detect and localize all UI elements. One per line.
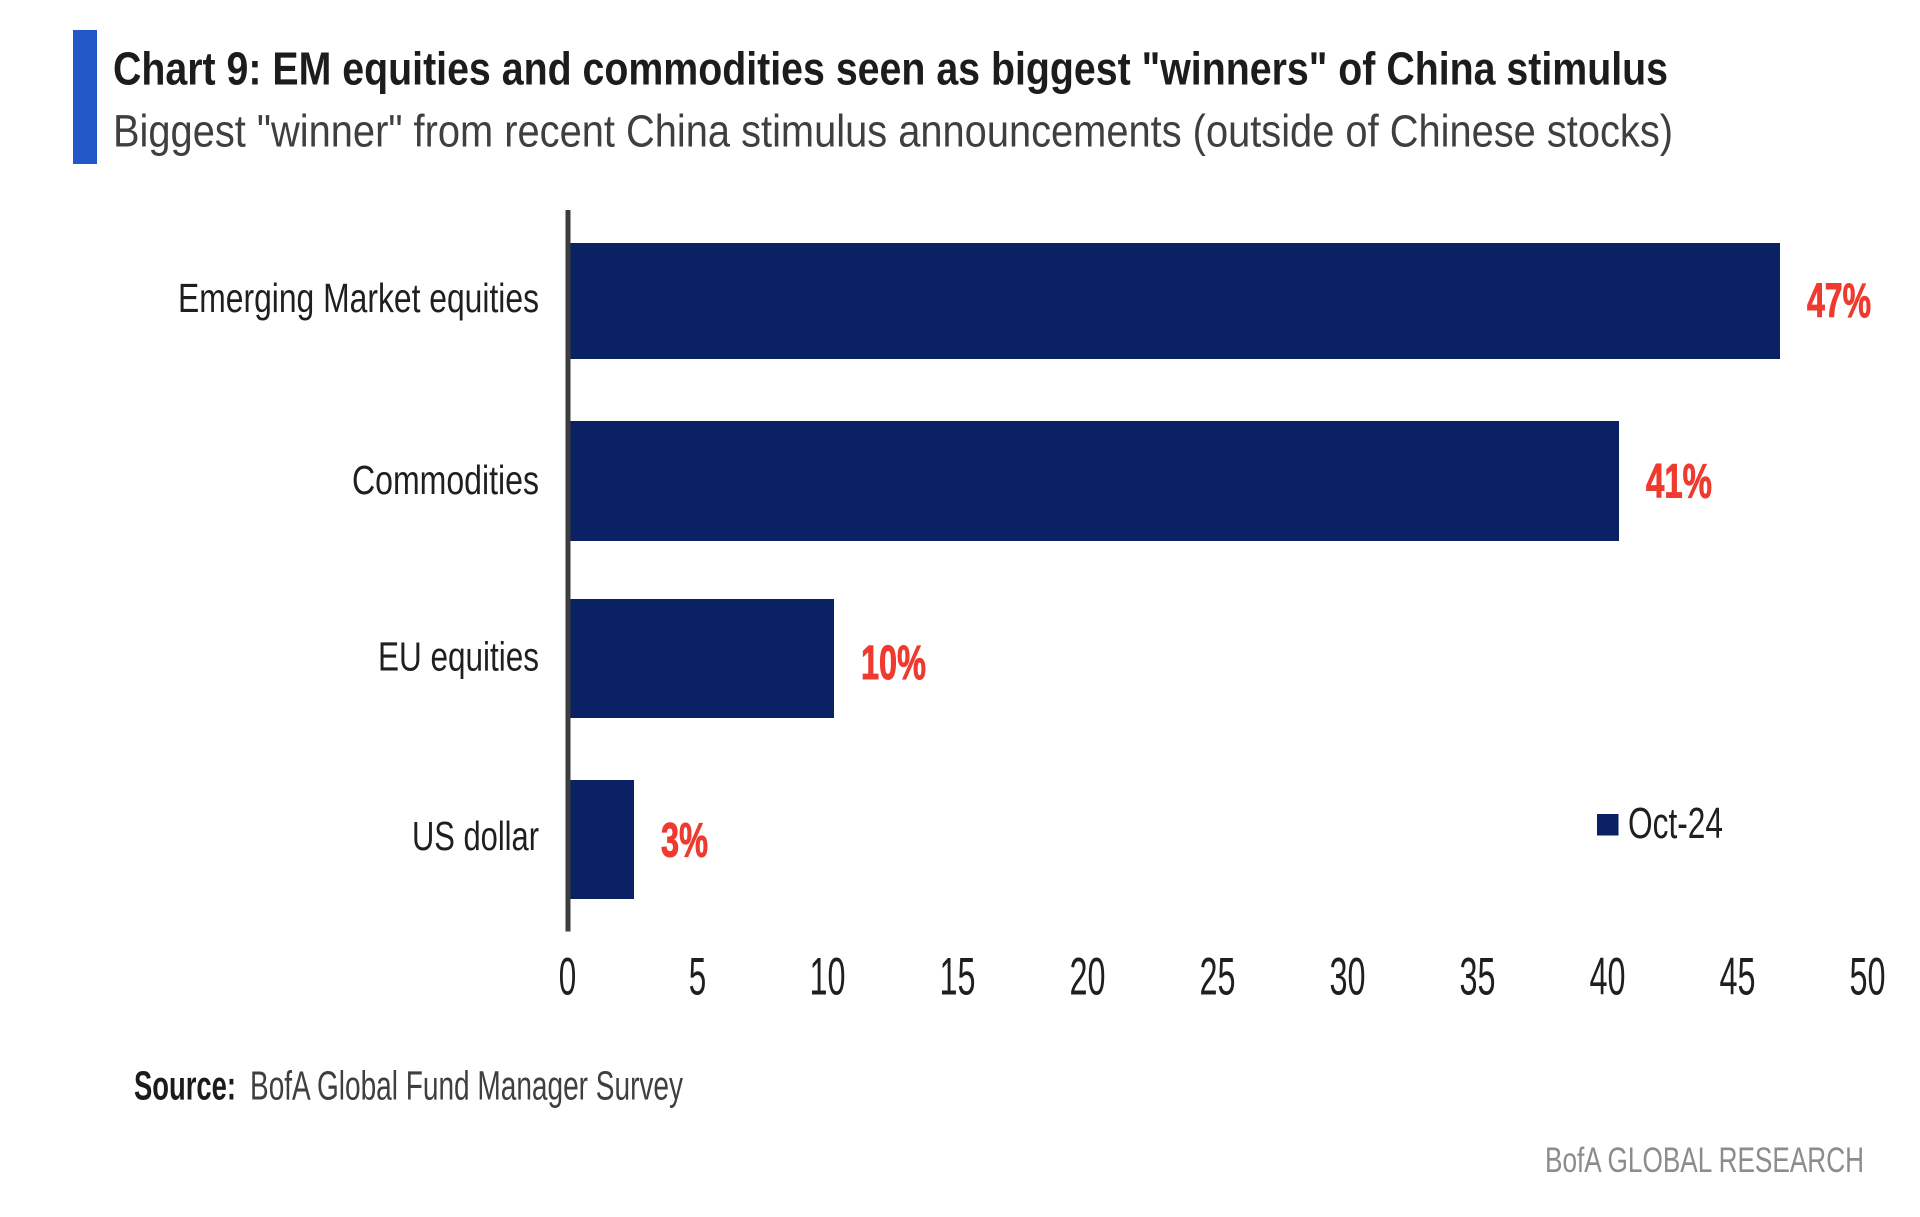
svg-text:Chart 9: EM equities and commo: Chart 9: EM equities and commodities see… — [113, 43, 1668, 95]
svg-text:US dollar: US dollar — [412, 813, 539, 859]
svg-text:25: 25 — [1200, 948, 1236, 1007]
svg-text:10: 10 — [810, 948, 846, 1007]
svg-text:Biggest "winner" from recent C: Biggest "winner" from recent China stimu… — [113, 106, 1673, 157]
svg-text:Oct-24: Oct-24 — [1628, 799, 1723, 848]
svg-text:50: 50 — [1850, 948, 1886, 1007]
svg-text:41%: 41% — [1646, 455, 1712, 509]
svg-text:Emerging Market equities: Emerging Market equities — [178, 275, 539, 321]
svg-text:15: 15 — [940, 948, 976, 1007]
svg-text:0: 0 — [559, 948, 577, 1007]
svg-text:45: 45 — [1720, 948, 1756, 1007]
svg-text:10%: 10% — [861, 636, 926, 690]
svg-text:20: 20 — [1070, 948, 1106, 1007]
svg-text:30: 30 — [1330, 948, 1366, 1007]
svg-text:EU equities: EU equities — [378, 634, 539, 680]
svg-text:BofA GLOBAL RESEARCH: BofA GLOBAL RESEARCH — [1545, 1141, 1864, 1180]
svg-text:Source:: Source: — [134, 1063, 236, 1109]
svg-text:47%: 47% — [1807, 274, 1871, 328]
svg-text:3%: 3% — [661, 814, 708, 868]
svg-text:5: 5 — [689, 948, 707, 1007]
svg-text:40: 40 — [1590, 948, 1626, 1007]
svg-text:BofA Global Fund Manager Surve: BofA Global Fund Manager Survey — [250, 1063, 683, 1109]
svg-text:35: 35 — [1460, 948, 1496, 1007]
svg-text:Commodities: Commodities — [352, 457, 539, 503]
